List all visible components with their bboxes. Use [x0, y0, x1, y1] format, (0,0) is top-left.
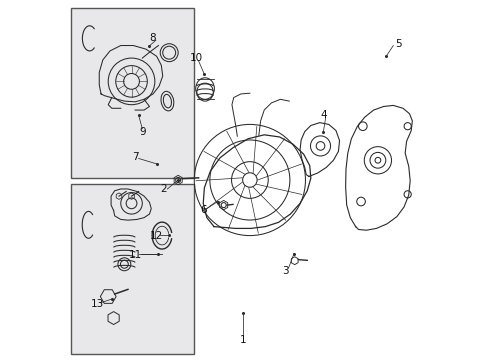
- Text: 2: 2: [160, 184, 167, 194]
- Text: 13: 13: [91, 299, 104, 309]
- Text: 5: 5: [395, 39, 401, 49]
- Text: 1: 1: [239, 334, 245, 345]
- Text: 12: 12: [150, 231, 163, 240]
- Text: 7: 7: [132, 152, 138, 162]
- Text: 6: 6: [200, 206, 206, 216]
- Text: 3: 3: [282, 266, 288, 276]
- Text: 10: 10: [189, 53, 202, 63]
- Text: 9: 9: [139, 127, 145, 136]
- Text: 8: 8: [149, 33, 156, 43]
- Bar: [70, 184, 194, 354]
- Bar: [70, 8, 194, 178]
- Text: 11: 11: [128, 250, 142, 260]
- Text: 4: 4: [320, 111, 326, 121]
